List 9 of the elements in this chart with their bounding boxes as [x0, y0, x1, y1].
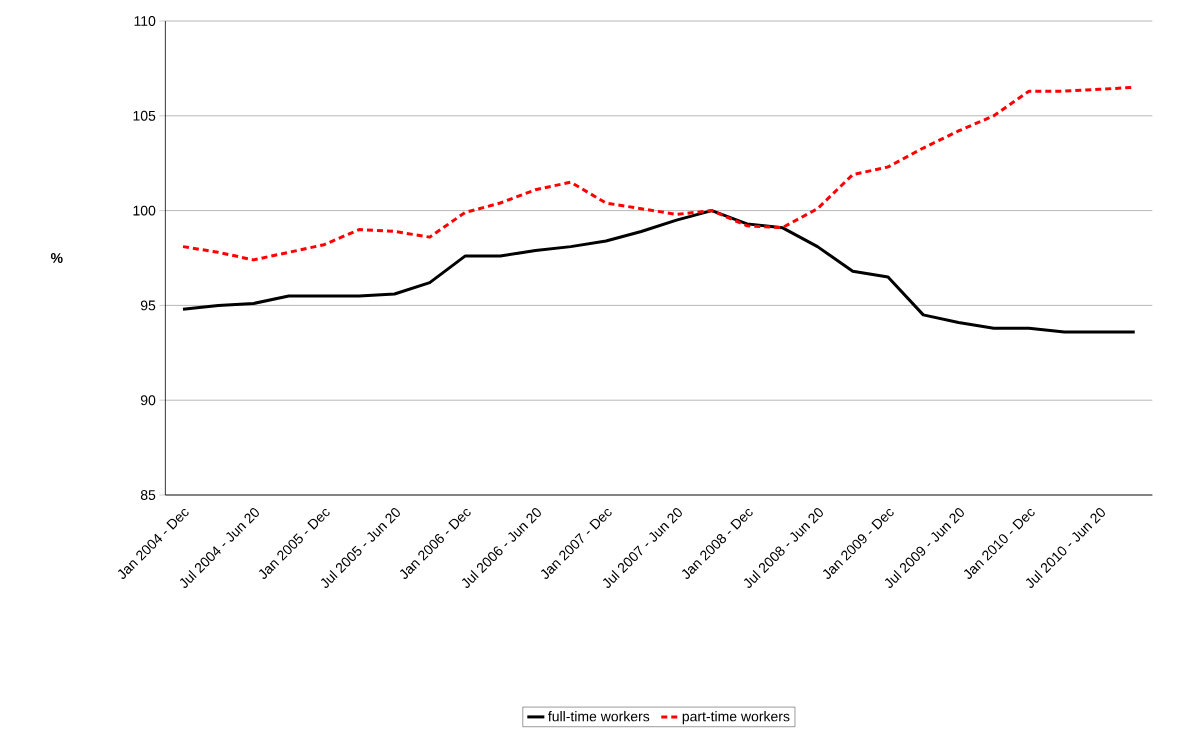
y-tick-label: 105 — [133, 110, 156, 121]
y-tick-label: 85 — [140, 490, 156, 500]
y-tick-label: 110 — [134, 16, 156, 26]
legend-label: full-time workers — [548, 711, 650, 722]
y-tick-label: 90 — [140, 395, 156, 406]
legend-label: part-time workers — [682, 711, 790, 725]
y-axis-title: % — [50, 253, 63, 263]
y-tick-label: 95 — [140, 300, 156, 311]
y-tick-label: 100 — [133, 205, 156, 216]
